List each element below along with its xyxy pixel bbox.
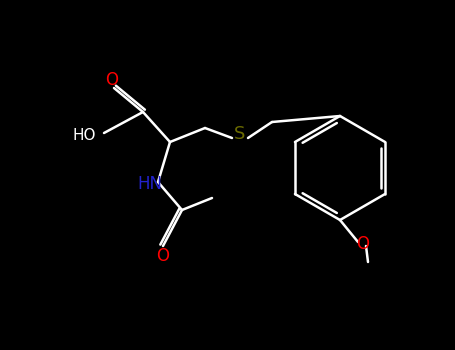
Text: O: O [157, 247, 170, 265]
Text: O: O [357, 235, 369, 253]
Text: HN: HN [137, 175, 162, 193]
Text: HO: HO [72, 127, 96, 142]
Text: S: S [234, 125, 246, 143]
Text: O: O [106, 71, 118, 89]
